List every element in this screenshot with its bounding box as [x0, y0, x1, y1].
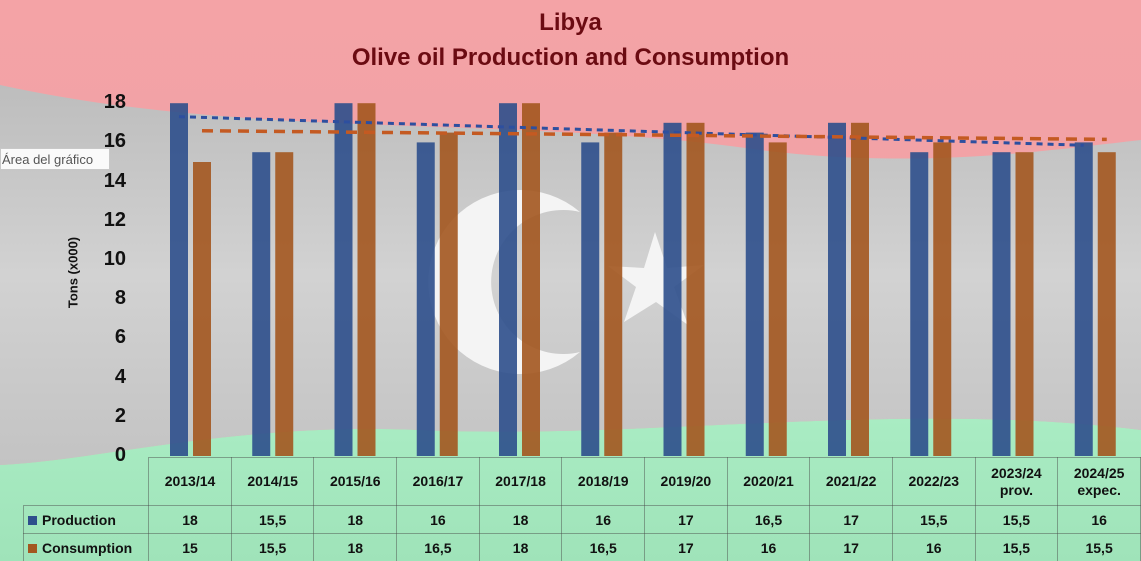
category-label: 2016/17: [396, 457, 480, 506]
consumption-bar[interactable]: [851, 122, 869, 457]
consumption-bar[interactable]: [933, 142, 952, 456]
y-tick-label: 18: [103, 91, 126, 114]
category-label: 2023/24 prov.: [974, 457, 1059, 506]
consumption-value-cell: 15,5: [974, 533, 1059, 561]
consumption-bar[interactable]: [1015, 152, 1034, 456]
consumption-value-cell: 15,5: [1057, 533, 1141, 561]
consumption-value-cell: 18: [478, 533, 563, 561]
chart-area-tooltip: Área del gráfico: [0, 148, 110, 170]
production-bar[interactable]: [1074, 142, 1093, 456]
consumption-bar[interactable]: [768, 142, 787, 456]
consumption-bar[interactable]: [522, 103, 540, 456]
consumption-bar[interactable]: [193, 162, 211, 456]
data-table-header-row: 2013/14 2014/15 2015/16 2016/17 2017/18 2018/…: [23, 457, 1141, 506]
production-trendline: [178, 115, 1084, 147]
category-label: 2021/22: [809, 457, 893, 506]
production-value-cell: 18: [313, 505, 398, 534]
production-value-cell: 18: [478, 505, 563, 534]
production-bar[interactable]: [663, 122, 682, 457]
consumption-value-cell: 16,5: [396, 533, 480, 561]
production-bar[interactable]: [910, 152, 929, 456]
data-table-row-production: Production 18 15,5 18 16 18 16 17 16,5 17 15,5 15,…: [22, 505, 1141, 534]
chart-subtitle: Olive oil Production and Consumption: [351, 44, 790, 71]
production-bar[interactable]: [499, 103, 517, 456]
production-bar[interactable]: [334, 103, 353, 456]
category-label: 2020/21: [726, 457, 811, 506]
y-tick-label: 6: [114, 326, 126, 349]
consumption-bar[interactable]: [604, 132, 623, 456]
y-tick-label: 8: [114, 287, 126, 310]
production-value-cell: 15,5: [974, 505, 1059, 534]
production-legend-label: Production: [42, 511, 116, 528]
consumption-value-cell: 16,5: [561, 533, 646, 561]
production-value-cell: 17: [644, 505, 728, 534]
consumption-value-cell: 17: [809, 533, 893, 561]
category-label: 2017/18: [478, 457, 563, 506]
production-value-cell: 16: [561, 505, 646, 534]
category-label: 2024/25 expec.: [1057, 457, 1141, 506]
production-bar[interactable]: [992, 152, 1011, 456]
data-table: 2013/14 2014/15 2015/16 2016/17 2017/18 2018/…: [22, 457, 1141, 561]
consumption-bar[interactable]: [357, 103, 376, 456]
production-value-cell: 16,5: [726, 505, 811, 534]
production-bar[interactable]: [828, 122, 846, 457]
legend-production: Production: [22, 505, 150, 534]
y-axis-label: Tons (x000): [65, 236, 81, 309]
category-label: 2018/19: [561, 457, 646, 506]
production-bar[interactable]: [252, 152, 271, 456]
production-legend-swatch: [28, 516, 37, 526]
production-value-cell: 18: [148, 505, 232, 534]
consumption-trendline: [201, 128, 1107, 142]
category-label: 2014/15: [230, 457, 315, 506]
y-tick-label: 4: [114, 365, 126, 388]
consumption-value-cell: 15,5: [230, 533, 315, 561]
category-label: 2019/20: [644, 457, 728, 506]
star-icon: [608, 232, 704, 325]
production-bar[interactable]: [581, 142, 600, 456]
production-value-cell: 16: [1057, 505, 1141, 534]
consumption-value-cell: 15: [148, 533, 232, 561]
production-value-cell: 16: [396, 505, 480, 534]
consumption-legend-swatch: [28, 544, 37, 554]
crescent-icon: [428, 190, 580, 374]
category-label: 2022/23: [891, 457, 976, 506]
consumption-value-cell: 18: [313, 533, 398, 561]
legend-consumption: Consumption: [22, 533, 150, 561]
consumption-legend-label: Consumption: [42, 539, 133, 556]
y-tick-label: 0: [114, 444, 126, 466]
y-tick-label: 10: [103, 248, 126, 270]
consumption-bar[interactable]: [275, 152, 294, 456]
production-bar[interactable]: [416, 142, 435, 456]
category-label: 2013/14: [148, 457, 232, 506]
category-label: 2015/16: [313, 457, 398, 506]
consumption-value-cell: 16: [891, 533, 976, 561]
y-tick-label: 12: [103, 208, 126, 231]
consumption-bar[interactable]: [686, 122, 705, 457]
consumption-value-cell: 17: [644, 533, 728, 561]
production-value-cell: 17: [809, 505, 893, 534]
production-value-cell: 15,5: [891, 505, 976, 534]
consumption-bar[interactable]: [1097, 152, 1116, 456]
y-tick-label: 16: [103, 130, 126, 153]
y-tick-label: 14: [103, 169, 126, 192]
production-value-cell: 15,5: [230, 505, 315, 534]
consumption-value-cell: 16: [726, 533, 811, 561]
y-tick-label: 2: [114, 404, 126, 427]
data-table-corner: [23, 457, 150, 506]
chart-title: Libya: [539, 9, 602, 36]
production-bar[interactable]: [745, 132, 764, 456]
data-table-row-consumption: Consumption 15 15,5 18 16,5 18 16,5 17 16 17 16 15…: [22, 533, 1141, 561]
production-bar[interactable]: [170, 103, 188, 456]
consumption-bar[interactable]: [439, 132, 458, 456]
